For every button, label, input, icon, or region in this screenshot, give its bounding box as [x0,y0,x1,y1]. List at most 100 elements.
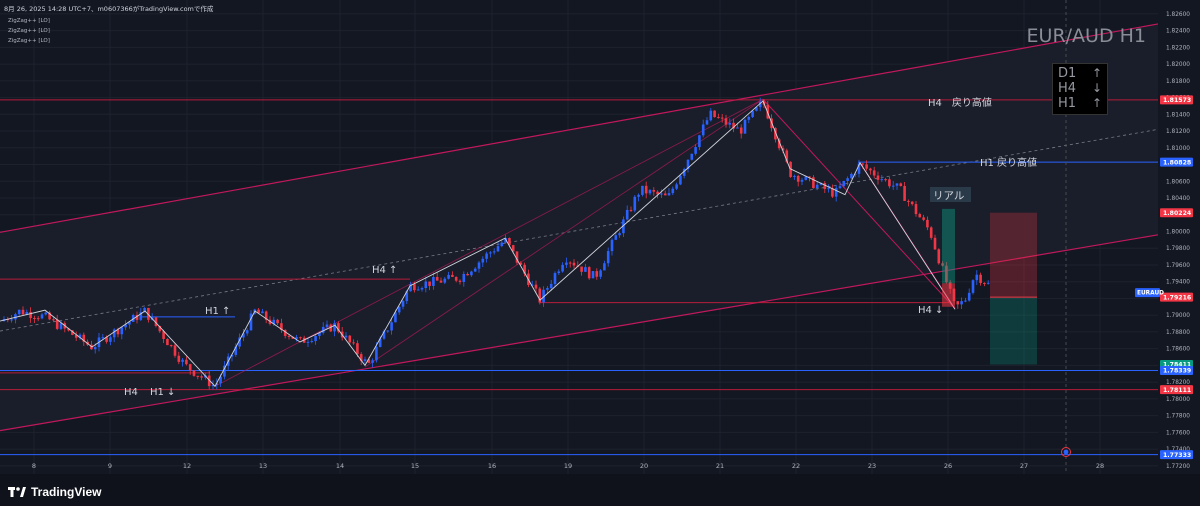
candle [694,147,697,154]
candle [777,139,781,149]
candle [200,376,203,378]
candle [283,329,287,336]
price-label-bg [1160,95,1193,105]
candle [409,284,412,292]
candle [542,289,545,303]
candle [675,184,678,189]
indicator-label[interactable]: ZigZag++ [LO] [8,18,50,24]
candle [622,219,625,234]
candle [500,242,504,247]
candle [230,354,234,357]
channel-upper-line [0,23,1159,233]
tradingview-logo[interactable]: TradingView [8,485,101,499]
price-tick: 1.80000 [1166,229,1190,235]
candle [850,173,853,179]
tradingview-icon [8,487,26,497]
price-label: 1.78339 [1163,368,1191,375]
candle [78,334,82,338]
time-axis[interactable]: 8 9 12 13 14 15 16 19 20 21 22 23 26 27 28 [32,462,1104,470]
candle [291,336,295,339]
candle [781,148,785,151]
time-tick: 14 [336,462,344,470]
price-label: 1.78111 [1163,387,1191,394]
candle [508,238,511,246]
candle [375,346,378,361]
candle [223,365,226,377]
candle [10,319,13,321]
candle [667,193,671,196]
candle [325,324,329,327]
arrow-down-icon: ↓ [1092,81,1103,95]
candle [143,307,146,313]
candle [249,313,253,331]
candle [6,319,10,321]
candle [538,288,542,303]
candle [956,301,960,305]
candle [891,185,895,187]
candle [356,343,359,355]
candle [591,271,595,279]
candle [565,262,568,265]
candle [929,227,933,238]
price-tick: 1.82200 [1166,45,1190,51]
candle [245,330,249,334]
candle [603,263,606,271]
candle [880,179,884,181]
candle [933,237,937,250]
candle [238,337,241,347]
candle [709,110,713,121]
time-tick: 12 [183,462,191,470]
candle [827,188,830,190]
time-tick: 22 [792,462,800,470]
candle [857,163,861,174]
price-axis[interactable]: 1.826001.824001.822001.820001.818001.816… [1135,0,1200,474]
candle [599,270,602,277]
indicator-label[interactable]: ZigZag++ [LO] [8,38,50,44]
candle [139,312,143,320]
candle [211,384,215,387]
time-tick: 15 [411,462,419,470]
candle [941,263,944,266]
candle [36,318,40,320]
candle [823,183,827,189]
candle [261,311,264,314]
candle [739,127,743,134]
candle [884,179,887,181]
candle [33,317,36,319]
candle [257,309,260,314]
price-label: 1.80828 [1163,159,1191,166]
candle [637,194,640,197]
candle [610,239,614,252]
candle [128,321,131,325]
candle [515,251,519,263]
candle [55,319,59,329]
price-tick: 1.78000 [1166,397,1190,403]
candle [207,375,211,387]
candle [918,214,922,218]
real-label-bg [930,187,971,202]
candle [371,360,374,363]
indicator-label[interactable]: ZigZag++ [LO] [8,28,50,34]
price-label-bg [1160,385,1193,395]
candle [59,323,63,329]
candle [367,359,371,363]
candle [219,376,222,384]
candle [705,120,709,125]
candle [682,169,686,176]
candle [504,238,507,243]
candle [549,283,553,289]
price-label: 1.77333 [1163,452,1191,459]
candle [633,196,637,211]
candle [888,179,891,187]
grid [0,0,1158,474]
candle [519,262,523,265]
candle [420,288,424,290]
zigzag-lines [0,100,956,388]
footer-bar: TradingView [0,474,1200,506]
candle [971,280,975,293]
real-label: リアル [933,190,964,202]
candle [17,309,21,315]
candle [975,274,979,281]
candle [443,278,447,283]
